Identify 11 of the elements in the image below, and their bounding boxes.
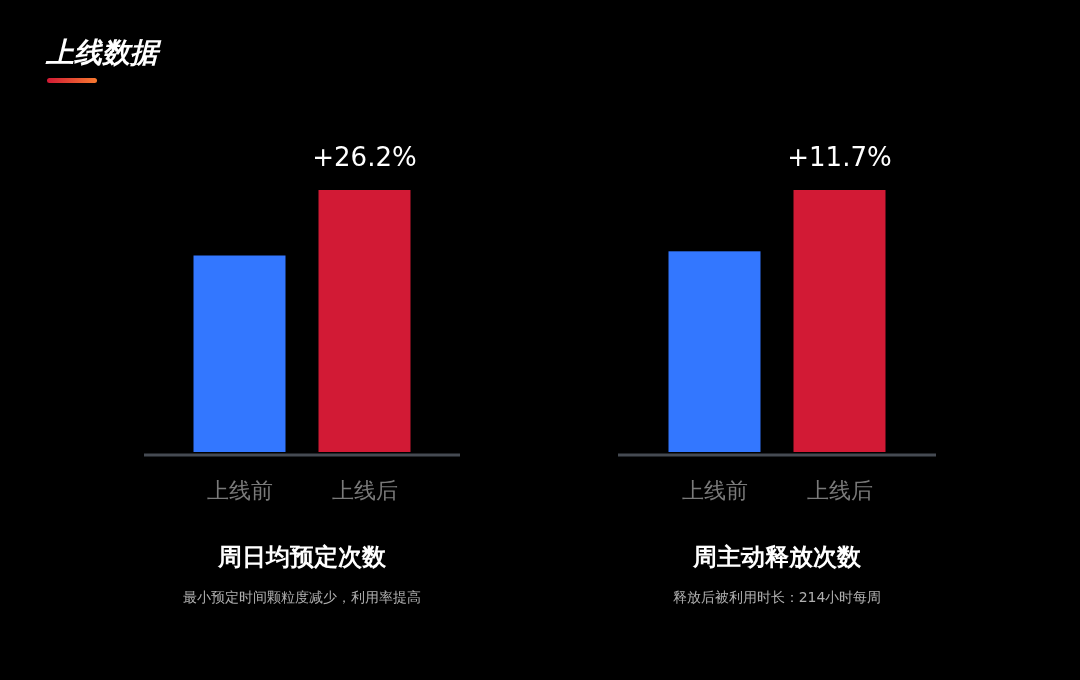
text: 上线数据 xyxy=(45,36,162,69)
text: 周主动释放次数 xyxy=(692,543,862,571)
annotation: +26.2% xyxy=(312,142,417,172)
text: 最小预定时间颗粒度减少，利用率提高 xyxy=(183,589,421,605)
x-tick-label: 上线前 xyxy=(206,478,273,503)
x-tick-label: 上线前 xyxy=(681,478,748,503)
text: 释放后被利用时长：214小时每周 xyxy=(672,589,882,605)
text: 周日均预定次数 xyxy=(217,543,387,571)
x-tick-label: 上线后 xyxy=(331,478,398,503)
x-tick-label: 上线后 xyxy=(806,478,873,503)
annotation: +11.7% xyxy=(787,142,892,172)
